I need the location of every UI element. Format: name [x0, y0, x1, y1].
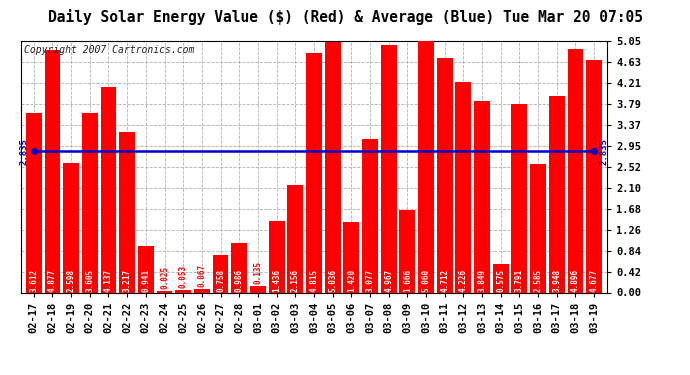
Text: 3.849: 3.849: [477, 268, 486, 291]
Bar: [157, 291, 172, 292]
Text: 5.036: 5.036: [328, 268, 337, 291]
Text: 4.967: 4.967: [384, 268, 393, 291]
Text: 0.575: 0.575: [496, 268, 505, 291]
Bar: [213, 255, 228, 292]
Bar: [119, 132, 135, 292]
Bar: [455, 82, 471, 292]
Bar: [344, 222, 359, 292]
Bar: [287, 185, 303, 292]
Bar: [250, 286, 266, 292]
Bar: [63, 163, 79, 292]
Bar: [82, 113, 98, 292]
Text: 2.156: 2.156: [290, 268, 299, 291]
Bar: [400, 210, 415, 292]
Bar: [549, 96, 564, 292]
Text: 0.941: 0.941: [141, 268, 150, 291]
Text: 3.605: 3.605: [86, 268, 95, 291]
Text: 3.948: 3.948: [552, 268, 561, 291]
Bar: [175, 290, 191, 292]
Text: 1.420: 1.420: [347, 268, 356, 291]
Text: 3.077: 3.077: [366, 268, 375, 291]
Text: 3.217: 3.217: [123, 268, 132, 291]
Bar: [231, 243, 247, 292]
Bar: [306, 53, 322, 292]
Text: 0.986: 0.986: [235, 268, 244, 291]
Text: 0.053: 0.053: [179, 265, 188, 288]
Text: 4.137: 4.137: [104, 268, 113, 291]
Text: 2.835: 2.835: [19, 138, 28, 165]
Bar: [418, 41, 434, 292]
Bar: [530, 164, 546, 292]
Text: Copyright 2007 Cartronics.com: Copyright 2007 Cartronics.com: [23, 45, 194, 55]
Text: 0.758: 0.758: [216, 268, 225, 291]
Text: 1.666: 1.666: [403, 268, 412, 291]
Bar: [511, 104, 527, 292]
Text: 4.712: 4.712: [440, 268, 449, 291]
Bar: [362, 140, 378, 292]
Text: 4.877: 4.877: [48, 268, 57, 291]
Bar: [268, 221, 284, 292]
Bar: [194, 289, 210, 292]
Bar: [101, 87, 117, 292]
Bar: [45, 50, 61, 292]
Bar: [567, 49, 583, 292]
Bar: [325, 42, 341, 292]
Bar: [437, 58, 453, 292]
Bar: [381, 45, 397, 292]
Bar: [138, 246, 154, 292]
Text: 3.612: 3.612: [29, 268, 38, 291]
Text: 2.598: 2.598: [67, 268, 76, 291]
Text: 4.226: 4.226: [459, 268, 468, 291]
Bar: [586, 60, 602, 292]
Text: 4.677: 4.677: [590, 268, 599, 291]
Bar: [474, 101, 490, 292]
Text: 2.585: 2.585: [533, 268, 542, 291]
Text: 0.025: 0.025: [160, 266, 169, 289]
Text: 4.815: 4.815: [309, 268, 319, 291]
Text: 4.896: 4.896: [571, 268, 580, 291]
Bar: [493, 264, 509, 292]
Text: 0.135: 0.135: [253, 261, 262, 284]
Text: 0.067: 0.067: [197, 264, 206, 287]
Text: Daily Solar Energy Value ($) (Red) & Average (Blue) Tue Mar 20 07:05: Daily Solar Energy Value ($) (Red) & Ave…: [48, 9, 642, 26]
Bar: [26, 113, 41, 292]
Text: 2.835: 2.835: [600, 138, 609, 165]
Text: 1.436: 1.436: [272, 268, 281, 291]
Text: 3.791: 3.791: [515, 268, 524, 291]
Text: 5.060: 5.060: [422, 268, 431, 291]
